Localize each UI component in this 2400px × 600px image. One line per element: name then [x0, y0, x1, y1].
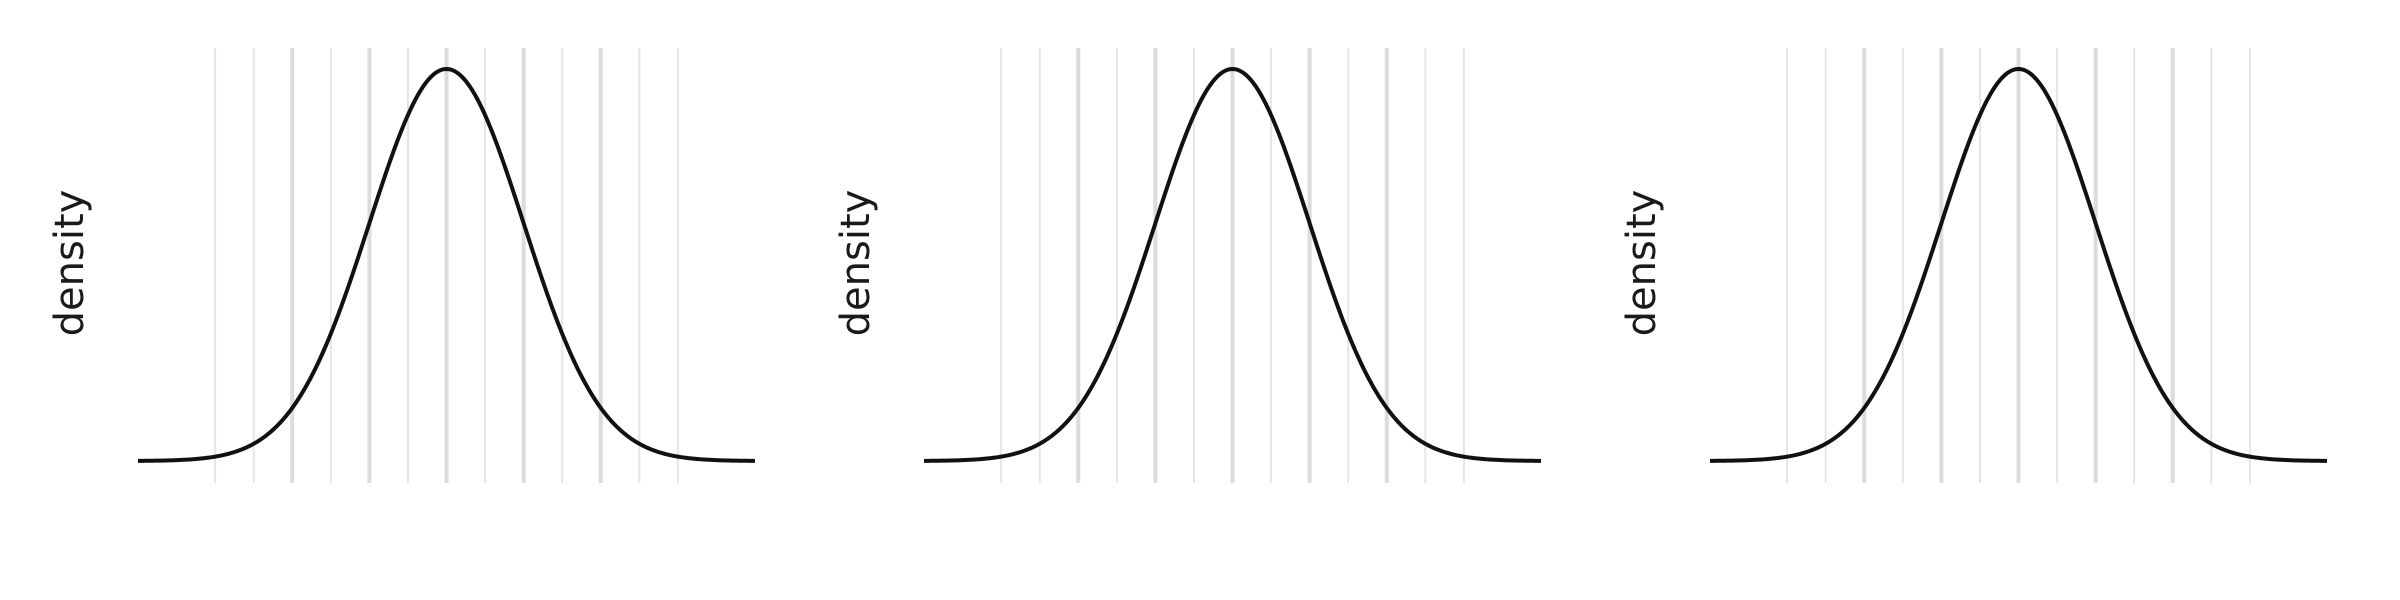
- density-curve: [137, 66, 756, 463]
- density-panel-2: density: [833, 48, 1542, 483]
- y-axis-label: density: [833, 190, 879, 337]
- y-axis-label: density: [1619, 190, 1665, 337]
- density-curve: [1709, 66, 2328, 463]
- y-axis-label: density: [47, 190, 93, 337]
- density-panel-1: density: [47, 48, 756, 483]
- grid-lines: [214, 48, 679, 483]
- density-curve: [923, 66, 1542, 463]
- density-panel-3: density: [1619, 48, 2328, 483]
